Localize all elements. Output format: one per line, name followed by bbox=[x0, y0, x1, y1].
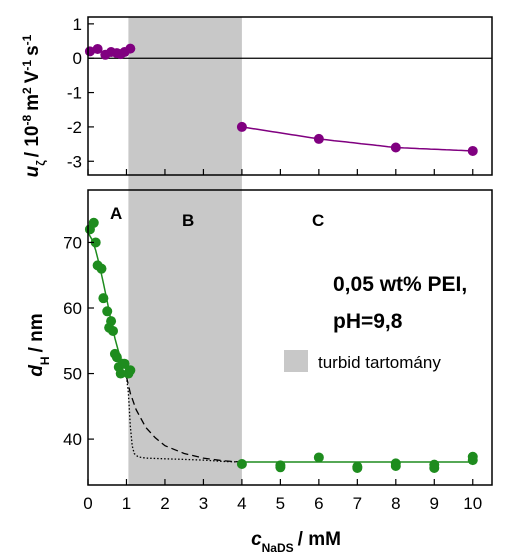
top-panel: 10-1-2-3 uζ/ 10-8m2V-1s-1 bbox=[20, 15, 493, 177]
top-data-point bbox=[125, 43, 136, 54]
bottom-data-point bbox=[115, 368, 126, 379]
annotation-line-1: 0,05 wt% PEI, bbox=[333, 273, 467, 296]
region-label-c: C bbox=[312, 211, 324, 230]
top-ylabel-unit: / 10 bbox=[22, 126, 43, 158]
annotation-line-2: pH=9,8 bbox=[333, 310, 403, 333]
top-data-point bbox=[313, 133, 324, 144]
top-ylabel-symbol: u bbox=[22, 165, 43, 177]
top-y-ticks: 1 0 -1 -2 -3 bbox=[67, 15, 474, 175]
bottom-panel-frame bbox=[87, 189, 493, 486]
bottom-data-point bbox=[236, 459, 247, 470]
region-label-b: B bbox=[182, 211, 194, 230]
dotted-curve bbox=[125, 376, 242, 463]
top-y-tick-label: 1 bbox=[73, 15, 82, 34]
xlabel-unit: / mM bbox=[298, 529, 341, 550]
x-tick-label: 1 bbox=[122, 494, 131, 513]
x-tick-label: 9 bbox=[430, 494, 439, 513]
bottom-data-point bbox=[275, 462, 286, 473]
x-axis-label: cNaDS / mM bbox=[251, 529, 341, 555]
bottom-data-point bbox=[98, 293, 109, 304]
bottom-data-point bbox=[111, 352, 122, 363]
top-y-tick-label: 0 bbox=[73, 49, 82, 68]
top-ylabel-v-exp: -1 bbox=[20, 60, 34, 71]
top-ylabel-sub: ζ bbox=[34, 160, 48, 166]
top-y-tick-label: -1 bbox=[67, 84, 82, 103]
bottom-data-point bbox=[96, 263, 107, 274]
top-data-point bbox=[467, 145, 478, 156]
top-y-tick-label: -3 bbox=[67, 152, 82, 171]
bottom-y-tick-label: 50 bbox=[63, 365, 82, 384]
x-tick-label: 2 bbox=[160, 494, 169, 513]
bottom-panel: 40 50 60 70 0 1 2 3 4 5 6 7 8 9 10 A B C 0,05 wt% PEI… bbox=[26, 189, 493, 555]
bottom-data-point bbox=[108, 325, 119, 336]
top-panel-frame bbox=[87, 16, 493, 176]
top-data-point bbox=[236, 121, 247, 132]
top-ylabel-s: s bbox=[22, 45, 43, 56]
bottom-y-ticks: 40 50 60 70 bbox=[63, 233, 94, 449]
top-ylabel-v: V bbox=[22, 70, 43, 83]
bottom-x-ticks: 0 1 2 3 4 5 6 7 8 9 10 bbox=[83, 479, 482, 513]
bottom-data-point bbox=[429, 462, 440, 473]
x-tick-label: 4 bbox=[237, 494, 246, 513]
top-ylabel-m-exp: 2 bbox=[20, 87, 34, 94]
xlabel-symbol: c bbox=[251, 529, 262, 550]
top-series-line bbox=[241, 126, 473, 152]
top-ylabel-s-exp: -1 bbox=[20, 34, 34, 45]
bottom-data-point bbox=[467, 455, 478, 466]
bottom-data-point bbox=[352, 461, 363, 472]
top-y-tick-label: -2 bbox=[67, 118, 82, 137]
bot-ylabel-symbol: d bbox=[26, 365, 47, 377]
xlabel-sub: NaDS bbox=[262, 541, 294, 555]
top-y-axis-label: uζ/ 10-8m2V-1s-1 bbox=[20, 34, 48, 177]
bot-ylabel-unit: / nm bbox=[26, 313, 47, 352]
x-tick-label: 10 bbox=[463, 494, 482, 513]
x-tick-label: 3 bbox=[199, 494, 208, 513]
bottom-data-point bbox=[119, 358, 130, 369]
bottom-y-axis-label: dH / nm bbox=[26, 313, 52, 376]
bottom-series-points bbox=[84, 217, 478, 473]
dashed-curve bbox=[125, 376, 242, 463]
bottom-y-tick-label: 70 bbox=[63, 233, 82, 252]
legend-label: turbid tartomány bbox=[318, 353, 441, 372]
bottom-data-point bbox=[390, 460, 401, 471]
top-data-point bbox=[390, 142, 401, 153]
bottom-data-point bbox=[313, 452, 324, 463]
top-series bbox=[84, 43, 478, 156]
bottom-y-tick-label: 60 bbox=[63, 299, 82, 318]
x-tick-label: 8 bbox=[391, 494, 400, 513]
bottom-data-point bbox=[125, 365, 136, 376]
legend-swatch bbox=[284, 350, 308, 372]
bottom-data-point bbox=[90, 237, 101, 248]
x-tick-label: 7 bbox=[353, 494, 362, 513]
bottom-data-point bbox=[102, 306, 113, 317]
top-ylabel-m: m bbox=[22, 94, 43, 111]
x-tick-label: 5 bbox=[276, 494, 285, 513]
bot-ylabel-sub: H bbox=[38, 356, 52, 365]
x-tick-label: 6 bbox=[314, 494, 323, 513]
top-data-point bbox=[92, 43, 103, 54]
bottom-y-tick-label: 40 bbox=[63, 430, 82, 449]
region-label-a: A bbox=[110, 204, 122, 223]
bottom-data-point bbox=[88, 217, 99, 228]
x-tick-label: 0 bbox=[83, 494, 92, 513]
top-ylabel-exp: -8 bbox=[20, 115, 34, 126]
bottom-data-point bbox=[106, 316, 117, 327]
turbid-region-shading bbox=[128, 17, 242, 485]
fit-line-solid bbox=[87, 232, 131, 375]
